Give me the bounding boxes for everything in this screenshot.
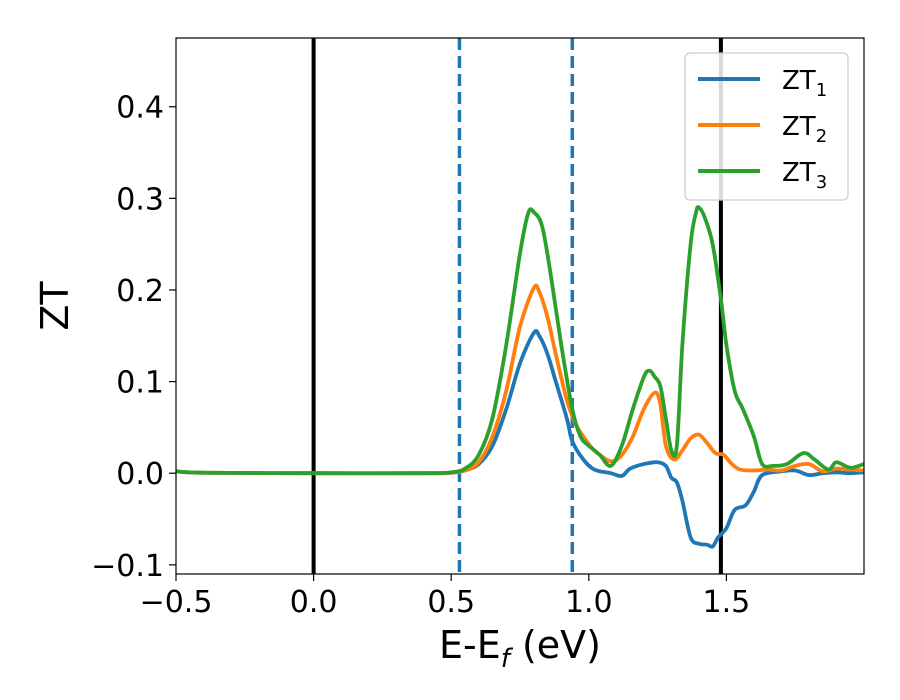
legend-box	[684, 52, 849, 201]
legend-label-zt1: ZT1	[782, 66, 827, 101]
x-tick-label: 1.5	[703, 585, 751, 620]
x-tick-label: −0.5	[140, 585, 213, 620]
x-tick-label: 0.5	[427, 585, 475, 620]
y-tick-label: 0.3	[116, 182, 164, 217]
plot-frame	[175, 37, 865, 575]
legend-label-zt2: ZT2	[782, 112, 827, 147]
x-axis-label: E-Ef (eV)	[439, 623, 601, 674]
y-axis-label: ZT	[33, 281, 77, 331]
series-lines	[176, 205, 864, 549]
y-tick-label: 0.0	[116, 457, 164, 492]
series-line-zt2	[176, 283, 864, 476]
y-axis-ticks: −0.1 0.0 0.1 0.2 0.3 0.4	[91, 91, 176, 584]
x-axis-ticks: −0.5 0.0 0.5 1.0 1.5	[140, 574, 751, 620]
y-tick-label: 0.4	[116, 91, 164, 126]
y-tick-label: −0.1	[91, 549, 164, 584]
x-tick-label: 0.0	[290, 585, 338, 620]
y-tick-label: 0.2	[116, 274, 164, 309]
legend: ZT1 ZT2 ZT3	[684, 52, 849, 201]
legend-label-zt3: ZT3	[782, 158, 827, 193]
series-line-zt1	[176, 329, 864, 549]
x-tick-label: 1.0	[565, 585, 613, 620]
y-tick-label: 0.1	[116, 366, 164, 401]
series-line-zt3	[176, 205, 864, 476]
